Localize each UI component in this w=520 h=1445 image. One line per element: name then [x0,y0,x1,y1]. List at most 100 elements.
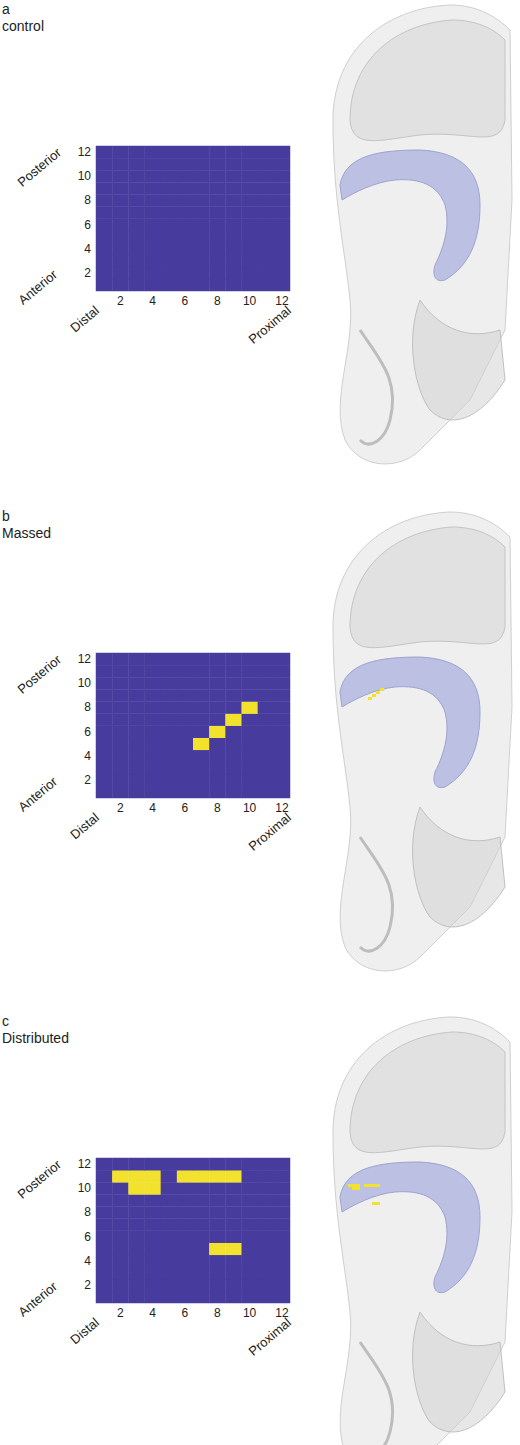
cell [242,738,259,750]
cell [112,774,129,786]
cell [145,1218,162,1230]
cell [209,1206,226,1218]
cell [258,762,275,774]
cell [112,762,129,774]
cell [128,1206,145,1218]
cell [258,786,275,798]
cell [274,279,290,291]
cell [209,219,226,231]
cell [96,279,113,291]
figure: acontrol2468101224681012PosteriorAnterio… [0,0,520,1445]
cell [193,231,210,243]
cell [225,1182,242,1194]
cell [225,267,242,279]
cell [242,774,259,786]
cell [225,146,242,158]
cell [145,1158,162,1170]
brain-projection [348,1184,352,1187]
axis-label: Proximal [246,303,294,347]
cell [242,1255,259,1267]
x-tick-label: 6 [182,801,189,815]
cell [225,677,242,689]
cell [242,1218,259,1230]
cell [128,713,145,725]
cell [128,1267,145,1279]
cell [177,206,194,218]
cell [128,158,145,170]
cell [96,1218,113,1230]
cell [225,194,242,206]
cell [96,726,113,738]
cell [274,194,290,206]
cell [209,726,226,738]
axis-label: Proximal [246,1315,294,1359]
cell [242,653,259,665]
cell [225,750,242,762]
cell [274,1170,290,1182]
cell [161,665,178,677]
cell [193,194,210,206]
cell [258,774,275,786]
cell [128,146,145,158]
cell [177,170,194,182]
cell [225,1206,242,1218]
cell [225,774,242,786]
x-tick-label: 10 [243,801,257,815]
cell [274,267,290,279]
brain-projection [376,691,380,694]
cell [274,726,290,738]
cell [225,279,242,291]
cell [112,653,129,665]
cell [177,701,194,713]
plot-frame [96,1158,290,1303]
cell [145,726,162,738]
cell [209,701,226,713]
cell [193,170,210,182]
cell [209,1231,226,1243]
cell [112,1255,129,1267]
cell [177,1243,194,1255]
cell [258,146,275,158]
cell [161,1158,178,1170]
axis-label: Anterior [15,1278,60,1319]
cell [274,219,290,231]
cell [209,750,226,762]
cell [112,713,129,725]
cell [177,182,194,194]
cell [193,1231,210,1243]
x-tick-label: 10 [243,1306,257,1320]
cell [145,146,162,158]
cell [145,677,162,689]
cell [193,653,210,665]
plot-frame [96,653,290,798]
brain-projection [364,1184,368,1187]
cell [274,1182,290,1194]
cell [177,146,194,158]
cell [193,1170,210,1182]
cell [225,1231,242,1243]
cell [209,1291,226,1303]
cell [112,1170,129,1182]
cell [177,1255,194,1267]
cell [161,255,178,267]
cell [193,1182,210,1194]
y-tick-label: 2 [84,266,91,280]
cell [225,701,242,713]
cell [177,219,194,231]
cell [145,713,162,725]
cell [274,146,290,158]
cell [209,279,226,291]
cell [177,689,194,701]
panel-letter: a [2,1,10,17]
cell [177,1170,194,1182]
cell [112,701,129,713]
cell [242,146,259,158]
panel-title: Distributed [2,1030,69,1046]
cell [96,738,113,750]
cell [112,786,129,798]
cell [258,170,275,182]
cell [177,267,194,279]
cell [242,255,259,267]
cell [274,206,290,218]
cell [128,1279,145,1291]
